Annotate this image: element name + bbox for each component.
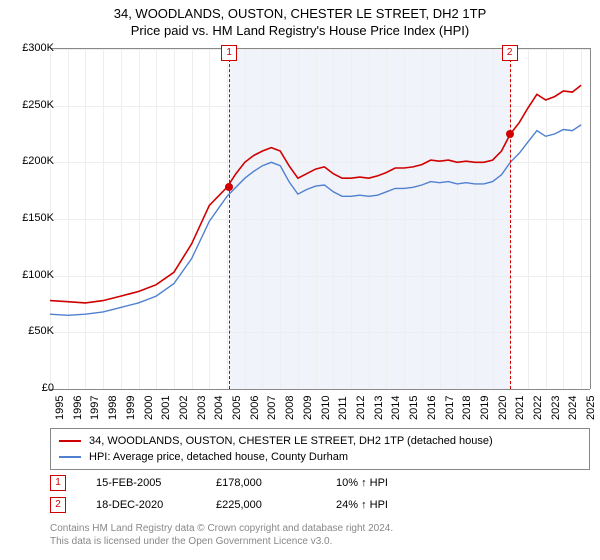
sale-marker-icon: 1 bbox=[50, 475, 66, 491]
sales-row: 1 15-FEB-2005 £178,000 10% ↑ HPI bbox=[50, 472, 426, 494]
legend: 34, WOODLANDS, OUSTON, CHESTER LE STREET… bbox=[50, 428, 590, 470]
x-tick-label: 2012 bbox=[355, 396, 367, 420]
footer-line: Contains HM Land Registry data © Crown c… bbox=[50, 522, 393, 535]
y-tick-label: £300K bbox=[6, 42, 54, 54]
sale-date: 15-FEB-2005 bbox=[96, 477, 186, 489]
x-tick-label: 2003 bbox=[196, 396, 208, 420]
x-tick-label: 2022 bbox=[532, 396, 544, 420]
x-tick-label: 2023 bbox=[550, 396, 562, 420]
x-tick-label: 2016 bbox=[426, 396, 438, 420]
x-tick-label: 2006 bbox=[249, 396, 261, 420]
footer: Contains HM Land Registry data © Crown c… bbox=[50, 522, 393, 548]
x-tick-label: 1997 bbox=[89, 396, 101, 420]
x-tick-label: 2008 bbox=[284, 396, 296, 420]
x-tick-label: 2013 bbox=[373, 396, 385, 420]
legend-swatch bbox=[59, 456, 81, 458]
y-tick-label: £200K bbox=[6, 155, 54, 167]
titles: 34, WOODLANDS, OUSTON, CHESTER LE STREET… bbox=[0, 0, 600, 38]
sale-marker-box: 1 bbox=[221, 45, 237, 61]
x-tick-label: 2001 bbox=[160, 396, 172, 420]
x-tick-label: 2005 bbox=[231, 396, 243, 420]
legend-item: 34, WOODLANDS, OUSTON, CHESTER LE STREET… bbox=[59, 433, 581, 449]
x-tick-label: 2025 bbox=[585, 396, 597, 420]
sale-dot bbox=[225, 183, 233, 191]
x-tick-label: 1998 bbox=[107, 396, 119, 420]
x-tick-label: 2019 bbox=[479, 396, 491, 420]
x-tick-label: 2009 bbox=[302, 396, 314, 420]
x-tick-label: 2002 bbox=[178, 396, 190, 420]
sale-marker-box: 2 bbox=[502, 45, 518, 61]
x-tick-label: 2011 bbox=[337, 396, 349, 420]
x-tick-label: 2024 bbox=[567, 396, 579, 420]
sale-date: 18-DEC-2020 bbox=[96, 499, 186, 511]
x-tick-label: 1995 bbox=[54, 396, 66, 420]
y-tick-label: £100K bbox=[6, 269, 54, 281]
chart-container: 34, WOODLANDS, OUSTON, CHESTER LE STREET… bbox=[0, 0, 600, 560]
legend-item: HPI: Average price, detached house, Coun… bbox=[59, 449, 581, 465]
sales-table: 1 15-FEB-2005 £178,000 10% ↑ HPI 2 18-DE… bbox=[50, 472, 426, 516]
legend-label: HPI: Average price, detached house, Coun… bbox=[89, 451, 348, 463]
sale-price: £225,000 bbox=[216, 499, 306, 511]
x-tick-label: 2021 bbox=[514, 396, 526, 420]
sale-dot bbox=[506, 130, 514, 138]
title-line-2: Price paid vs. HM Land Registry's House … bbox=[0, 23, 600, 38]
title-line-1: 34, WOODLANDS, OUSTON, CHESTER LE STREET… bbox=[0, 6, 600, 21]
sale-delta: 10% ↑ HPI bbox=[336, 477, 426, 489]
sale-delta: 24% ↑ HPI bbox=[336, 499, 426, 511]
x-tick-label: 2015 bbox=[408, 396, 420, 420]
x-tick-label: 2004 bbox=[213, 396, 225, 420]
x-tick-label: 2007 bbox=[266, 396, 278, 420]
x-tick-label: 2018 bbox=[461, 396, 473, 420]
x-tick-label: 2020 bbox=[497, 396, 509, 420]
x-tick-label: 2000 bbox=[143, 396, 155, 420]
y-tick-label: £0 bbox=[6, 382, 54, 394]
x-tick-label: 1996 bbox=[72, 396, 84, 420]
sale-marker-icon: 2 bbox=[50, 497, 66, 513]
x-tick-label: 2010 bbox=[320, 396, 332, 420]
legend-label: 34, WOODLANDS, OUSTON, CHESTER LE STREET… bbox=[89, 435, 493, 447]
x-tick-label: 2017 bbox=[444, 396, 456, 420]
x-tick-label: 2014 bbox=[390, 396, 402, 420]
legend-swatch bbox=[59, 440, 81, 442]
series-property bbox=[50, 85, 581, 303]
y-tick-label: £150K bbox=[6, 212, 54, 224]
chart-area: 12 bbox=[50, 48, 591, 389]
footer-line: This data is licensed under the Open Gov… bbox=[50, 535, 393, 548]
sales-row: 2 18-DEC-2020 £225,000 24% ↑ HPI bbox=[50, 494, 426, 516]
sale-price: £178,000 bbox=[216, 477, 306, 489]
x-tick-label: 1999 bbox=[125, 396, 137, 420]
series-hpi bbox=[50, 125, 581, 315]
y-tick-label: £250K bbox=[6, 99, 54, 111]
y-tick-label: £50K bbox=[6, 325, 54, 337]
